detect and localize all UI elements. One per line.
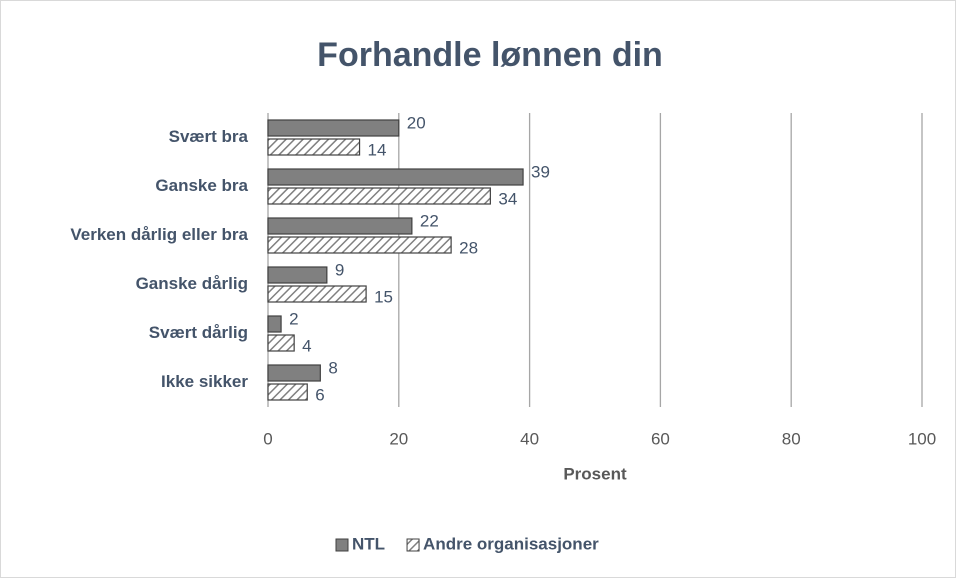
value-label: 2 (289, 309, 298, 328)
y-tick-label: Verken dårlig eller bra (70, 225, 248, 244)
legend-label: NTL (352, 534, 385, 553)
value-label: 8 (328, 358, 337, 377)
value-label: 6 (315, 385, 324, 404)
bar (267, 217, 413, 235)
legend-swatch (406, 538, 420, 552)
value-label: 22 (420, 211, 439, 230)
legend-label: Andre organisasjoner (423, 534, 599, 553)
y-tick-label: Svært dårlig (149, 323, 248, 342)
value-label: 34 (498, 189, 517, 208)
x-tick-label: 60 (651, 429, 670, 448)
bar (267, 364, 321, 382)
bar (267, 334, 295, 352)
value-label: 15 (374, 287, 393, 306)
value-label: 14 (368, 140, 387, 159)
x-tick-label: 0 (263, 429, 272, 448)
x-tick-label: 40 (520, 429, 539, 448)
value-label: 39 (531, 162, 550, 181)
bar (267, 168, 524, 186)
value-label: 4 (302, 336, 311, 355)
value-label: 9 (335, 260, 344, 279)
bar (267, 236, 452, 254)
x-axis-title: Prosent (563, 464, 627, 483)
y-tick-label: Ikke sikker (161, 372, 248, 391)
bar (267, 285, 367, 303)
bar (267, 138, 361, 156)
y-tick-label: Svært bra (169, 127, 249, 146)
x-tick-label: 100 (908, 429, 936, 448)
bar (267, 187, 491, 205)
bar (267, 315, 282, 333)
legend-swatch (335, 538, 349, 552)
y-tick-label: Ganske bra (155, 176, 248, 195)
bar (267, 383, 308, 401)
value-label: 28 (459, 238, 478, 257)
value-label: 20 (407, 113, 426, 132)
bar (267, 119, 400, 137)
chart-title: Forhandle lønnen din (317, 36, 663, 74)
x-tick-label: 80 (782, 429, 801, 448)
y-tick-label: Ganske dårlig (136, 274, 248, 293)
x-tick-label: 20 (389, 429, 408, 448)
bar (267, 266, 328, 284)
